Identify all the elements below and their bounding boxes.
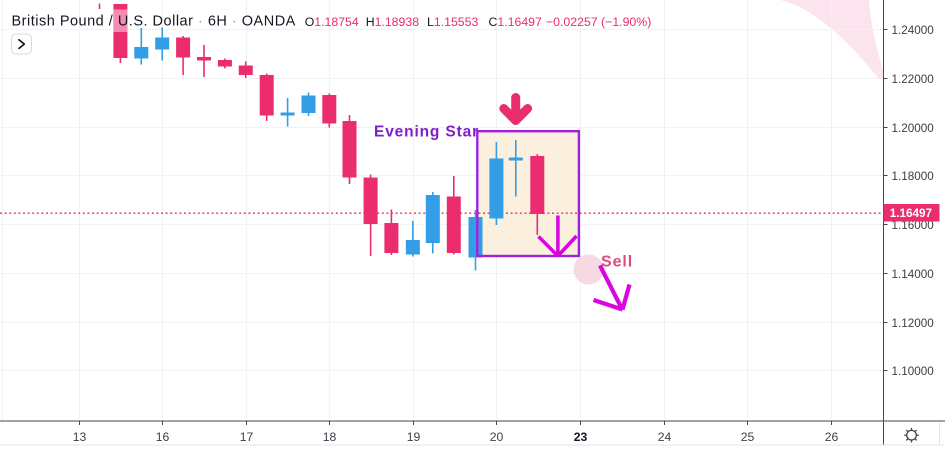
svg-text:1.24000: 1.24000 — [892, 24, 935, 37]
svg-text:O1.18754: O1.18754 — [305, 15, 359, 29]
svg-text:23: 23 — [574, 430, 588, 444]
svg-text:1.20000: 1.20000 — [892, 122, 935, 135]
svg-text:18: 18 — [323, 430, 337, 444]
svg-text:1.22000: 1.22000 — [892, 73, 935, 86]
svg-text:1.12000: 1.12000 — [892, 317, 935, 330]
svg-text:H1.18938: H1.18938 — [366, 15, 420, 29]
svg-text:Sell: Sell — [601, 254, 633, 271]
svg-text:Evening Star: Evening Star — [374, 124, 479, 141]
svg-text:16: 16 — [156, 430, 170, 444]
svg-text:1.10000: 1.10000 — [892, 365, 935, 378]
svg-text:20: 20 — [490, 430, 504, 444]
svg-text:1.16497: 1.16497 — [890, 207, 932, 220]
svg-text:19: 19 — [407, 430, 421, 444]
svg-text:−0.02257 (−1.90%): −0.02257 (−1.90%) — [546, 15, 651, 29]
svg-text:24: 24 — [658, 430, 672, 444]
svg-text:L1.15553: L1.15553 — [427, 15, 478, 29]
svg-text:C1.16497: C1.16497 — [489, 15, 543, 29]
svg-text:26: 26 — [825, 430, 839, 444]
svg-text:25: 25 — [741, 430, 755, 444]
svg-text:British Pound / U.S. Dollar ·: British Pound / U.S. Dollar · 6H · OANDA — [12, 14, 296, 30]
svg-text:17: 17 — [240, 430, 254, 444]
svg-text:13: 13 — [73, 430, 87, 444]
svg-text:1.18000: 1.18000 — [892, 170, 935, 183]
svg-text:1.16000: 1.16000 — [892, 219, 935, 232]
svg-text:1.14000: 1.14000 — [892, 268, 935, 281]
